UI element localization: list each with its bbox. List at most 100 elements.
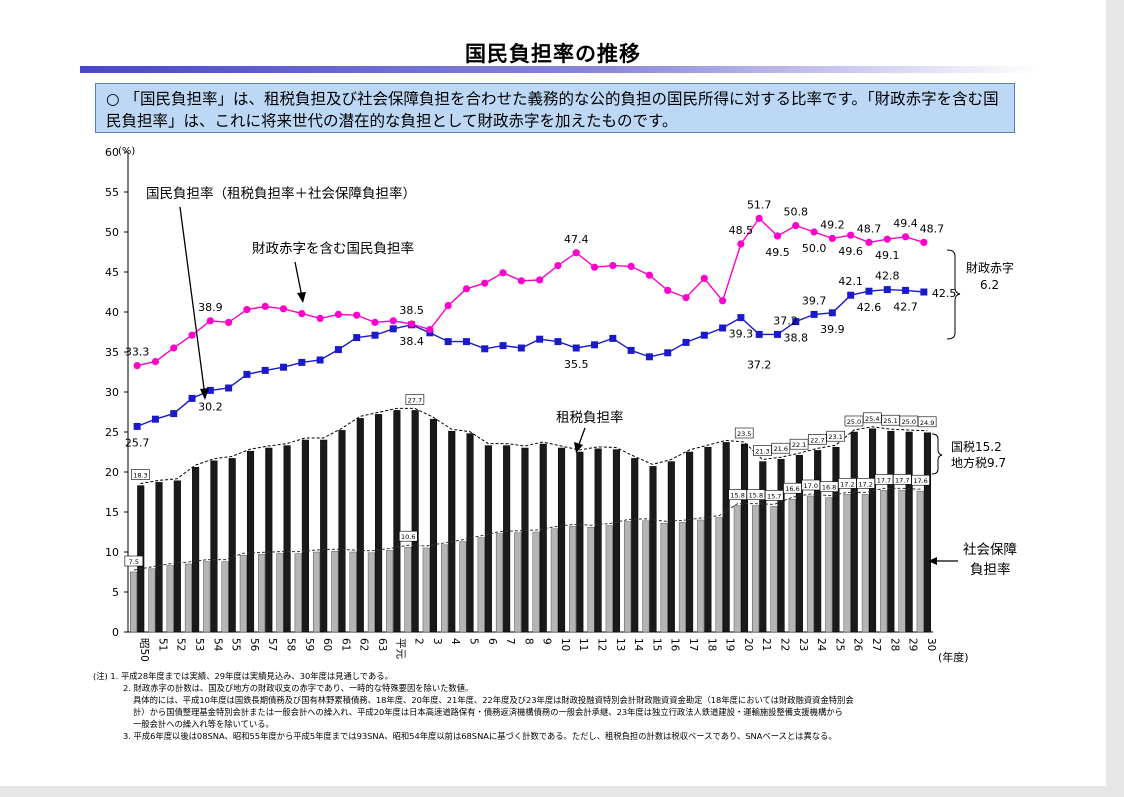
bar-value-label: 22.7 [810,436,824,444]
deficit-point [572,249,580,257]
x-tick-label: 30 [925,638,937,651]
deficit-point [609,262,617,270]
social-security-bar [587,526,595,633]
x-tick-label: 22 [778,638,790,651]
deficit-point [554,262,562,270]
social-security-bar [660,522,668,633]
bar-value-label: 21.3 [755,448,769,456]
point-data-label: 50.8 [784,206,809,219]
bar-value-label: 24.9 [920,419,934,427]
point-data-label: 49.1 [875,249,900,262]
x-tick-label: 26 [852,638,864,652]
tax-bar [539,443,547,633]
social-security-bar [221,561,229,633]
social-security-bar [916,490,924,633]
x-tick-label: 10 [559,638,571,651]
tax-bar [411,410,419,633]
y-tick-label: 30 [105,386,119,399]
social-security-bar [788,498,796,633]
tax-dashed-line [140,407,928,485]
kokumin-point [536,335,544,343]
x-tick-label: 20 [742,638,754,651]
point-data-label: 30.2 [198,400,223,413]
bar-value-box [131,469,150,480]
deficit-point [810,228,818,236]
kokumin-point [572,344,580,352]
ss-annotation-line1: 社会保障 [963,542,1017,558]
tax-bar [484,445,492,633]
deficit-arrow-head [297,292,306,303]
point-data-label: 47.4 [564,233,589,246]
kokumin-point [645,353,653,361]
tax-arrow-head [574,442,583,453]
bar-value-label: 18.3 [133,472,147,480]
social-security-bar [239,554,247,633]
tax-bars [137,410,931,633]
kokumin-point [188,394,196,402]
y-axis: 0 5 10 15 20 25 30 35 40 45 50 55 60 [105,146,128,639]
kokumin-point [206,386,214,394]
tax-bar [155,482,163,633]
point-data-label: 50.0 [802,242,827,255]
tax-bar [850,431,858,633]
page-title: 国民負担率の推移 [465,42,641,66]
social-security-bar [258,554,266,633]
social-security-bar [130,571,138,633]
bar-value-box [826,430,845,442]
deficit-point [792,222,800,230]
deficit-point [901,233,910,241]
y-tick-label: 35 [105,346,119,359]
deficit-point [645,271,654,279]
deficit-point [773,232,782,240]
deficit-point [481,279,489,287]
x-tick-label: 4 [449,638,461,645]
kokumin-point [517,344,525,352]
social-security-bar [678,522,686,633]
bar-value-box [764,490,784,501]
tax-brace-label2: 地方税9.7 [951,455,1006,470]
tax-bar [375,414,383,633]
social-security-bar [550,528,558,633]
y-tick-label: 40 [105,306,119,319]
kokumin-point [353,334,361,342]
kokumin-line [133,286,928,430]
deficit-point [664,286,672,294]
tax-bar [704,446,712,633]
footnote-2: 2. 財政赤字の計数は、国及び地方の財政収支の赤字であり、一時的な特殊要因を除い… [123,683,474,693]
kokumin-point [499,342,507,350]
x-tick-label: 7 [504,638,516,645]
bar-value-box [405,394,425,405]
tax-bar [356,418,364,633]
x-tick-label: 27 [870,638,882,651]
x-unit-label: (年度) [938,650,969,664]
tax-bar [740,443,749,633]
tax-bar [759,461,767,633]
kokumin-point [810,310,818,318]
tax-brace [931,433,943,475]
x-tick-label: 11 [577,638,589,651]
x-tick-label: 6 [486,638,498,645]
bar-value-label: 22.1 [792,441,806,449]
y-tick-label: 50 [105,226,119,239]
x-tick-label: 8 [522,638,534,645]
tax-bar [887,430,895,633]
x-tick-label: 53 [193,638,205,651]
bar-value-label: 7.5 [129,558,139,566]
x-tick-label: 28 [888,638,900,651]
social-security-bar [404,546,412,633]
x-tick-label: 17 [687,638,699,651]
point-data-label: 42.7 [893,300,918,313]
bar-value-box [398,530,418,542]
x-tick-label: 平元 [394,638,406,659]
bar-value-label: 16.8 [822,484,836,492]
social-security-bar [880,490,888,633]
x-axis: 昭50 51 52 53 54 55 56 57 58 59 60 61 62 63 平元 2 3 4 5 6 7 8 9 1… [138,638,937,662]
point-data-label: 42.8 [875,270,900,283]
deficit-point [517,277,525,285]
deficit-point [700,274,708,282]
social-security-bar [276,553,284,633]
x-tick-label: 54 [211,638,223,652]
tax-bar [210,460,218,633]
y-tick-label: 10 [105,546,119,559]
kokumin-point [444,338,452,346]
